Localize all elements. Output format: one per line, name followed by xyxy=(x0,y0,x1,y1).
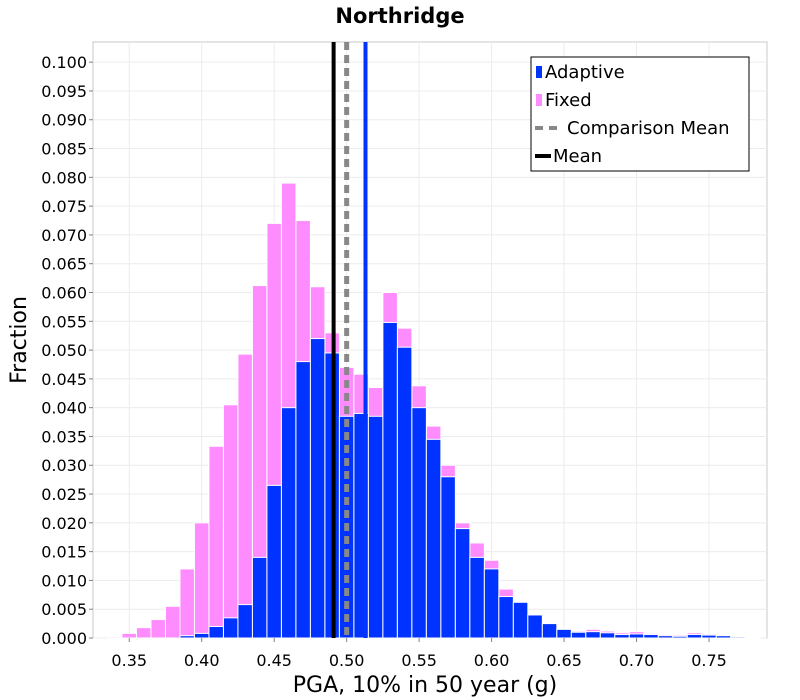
y-tick-label: 0.050 xyxy=(41,341,87,360)
x-axis-ticks: 0.35 0.40 0.45 0.50 0.55 0.60 0.65 0.70 0.75 xyxy=(111,638,727,670)
fixed-bar xyxy=(237,353,253,639)
adaptive-bar xyxy=(251,556,268,639)
adaptive-bar xyxy=(585,631,601,639)
legend-label-adaptive: Adaptive xyxy=(545,62,625,83)
x-tick-label: 0.70 xyxy=(619,651,655,670)
adaptive-bar xyxy=(193,632,210,639)
adaptive-bar xyxy=(440,476,456,639)
legend-label-mean: Mean xyxy=(553,146,602,167)
adaptive-bar xyxy=(367,415,384,639)
adaptive-bar xyxy=(280,407,297,639)
y-tick-label: 0.070 xyxy=(41,226,87,245)
fixed-bar xyxy=(222,404,239,639)
chart-title: Northridge xyxy=(335,4,464,28)
y-tick-label: 0.035 xyxy=(41,427,87,446)
legend-label-fixed: Fixed xyxy=(545,90,592,111)
adaptive-bar xyxy=(411,407,427,639)
x-tick-label: 0.45 xyxy=(256,651,292,670)
y-tick-label: 0.075 xyxy=(41,197,87,216)
legend-swatch-fixed xyxy=(536,94,542,106)
fixed-bar xyxy=(135,627,152,639)
adaptive-bar xyxy=(672,635,688,639)
adaptive-bar xyxy=(614,634,630,639)
y-tick-label: 0.025 xyxy=(41,485,87,504)
y-tick-label: 0.030 xyxy=(41,456,87,475)
adaptive-bar xyxy=(179,635,195,639)
adaptive-bar xyxy=(730,636,746,639)
fixed-bar xyxy=(150,619,166,639)
y-tick-label: 0.085 xyxy=(41,140,87,159)
adaptive-bar xyxy=(744,636,761,639)
adaptive-series-bars xyxy=(179,321,761,639)
y-tick-label: 0.090 xyxy=(41,111,87,130)
adaptive-bar xyxy=(396,346,413,639)
fixed-bar xyxy=(121,632,137,639)
adaptive-bar xyxy=(222,617,239,639)
y-tick-label: 0.055 xyxy=(41,312,87,331)
x-tick-label: 0.65 xyxy=(546,651,582,670)
adaptive-bar xyxy=(295,361,311,639)
adaptive-bar xyxy=(686,634,703,639)
adaptive-bar xyxy=(208,625,224,639)
adaptive-bar xyxy=(599,632,616,639)
legend-box xyxy=(530,56,750,172)
y-axis-label: Fraction xyxy=(7,296,32,384)
mean-lines xyxy=(331,42,368,638)
x-tick-label: 0.35 xyxy=(111,651,147,670)
y-tick-label: 0.010 xyxy=(41,571,87,590)
adaptive-bar xyxy=(701,634,717,639)
y-tick-label: 0.005 xyxy=(41,600,87,619)
fixed-bar xyxy=(193,522,210,639)
adaptive-bar xyxy=(628,633,645,639)
y-tick-label: 0.080 xyxy=(41,168,87,187)
adaptive-bar xyxy=(266,484,282,639)
adaptive-bar xyxy=(570,631,587,639)
adaptive-bar xyxy=(425,438,442,639)
x-tick-label: 0.55 xyxy=(401,651,437,670)
x-tick-label: 0.60 xyxy=(474,651,510,670)
adaptive-bar xyxy=(469,556,485,639)
adaptive-bar xyxy=(454,528,471,639)
adaptive-bar xyxy=(498,596,514,639)
fixed-bar xyxy=(164,605,181,639)
fixed-bar xyxy=(208,445,224,639)
y-tick-label: 0.020 xyxy=(41,514,87,533)
legend-label-comparison-mean: Comparison Mean xyxy=(567,118,730,139)
adaptive-bar xyxy=(715,635,732,639)
x-tick-label: 0.50 xyxy=(329,651,365,670)
adaptive-bar xyxy=(643,634,659,639)
y-tick-label: 0.100 xyxy=(41,53,87,72)
y-tick-label: 0.015 xyxy=(41,543,87,562)
adaptive-bar xyxy=(483,568,500,639)
fixed-bar xyxy=(106,636,123,639)
adaptive-bar xyxy=(512,601,529,639)
y-tick-label: 0.065 xyxy=(41,255,87,274)
x-axis-label: PGA, 10% in 50 year (g) xyxy=(293,673,557,698)
y-axis-ticks: 0.000 0.005 0.010 0.015 0.020 0.025 0.030 0.035… xyxy=(41,53,93,648)
y-tick-label: 0.095 xyxy=(41,82,87,101)
adaptive-bar xyxy=(382,321,398,639)
fixed-bar xyxy=(179,568,195,639)
x-tick-label: 0.75 xyxy=(691,651,727,670)
adaptive-bar xyxy=(541,623,558,639)
x-tick-label: 0.40 xyxy=(184,651,220,670)
y-tick-label: 0.045 xyxy=(41,370,87,389)
adaptive-bar xyxy=(527,614,543,639)
y-tick-label: 0.040 xyxy=(41,399,87,418)
adaptive-bar xyxy=(309,338,326,639)
legend: Adaptive Fixed Comparison Mean Mean xyxy=(530,56,750,172)
adaptive-bar xyxy=(556,628,572,639)
y-tick-label: 0.000 xyxy=(41,629,87,648)
y-tick-label: 0.060 xyxy=(41,283,87,302)
adaptive-bar xyxy=(657,635,674,639)
legend-swatch-adaptive xyxy=(536,66,542,78)
adaptive-bar xyxy=(237,604,253,639)
